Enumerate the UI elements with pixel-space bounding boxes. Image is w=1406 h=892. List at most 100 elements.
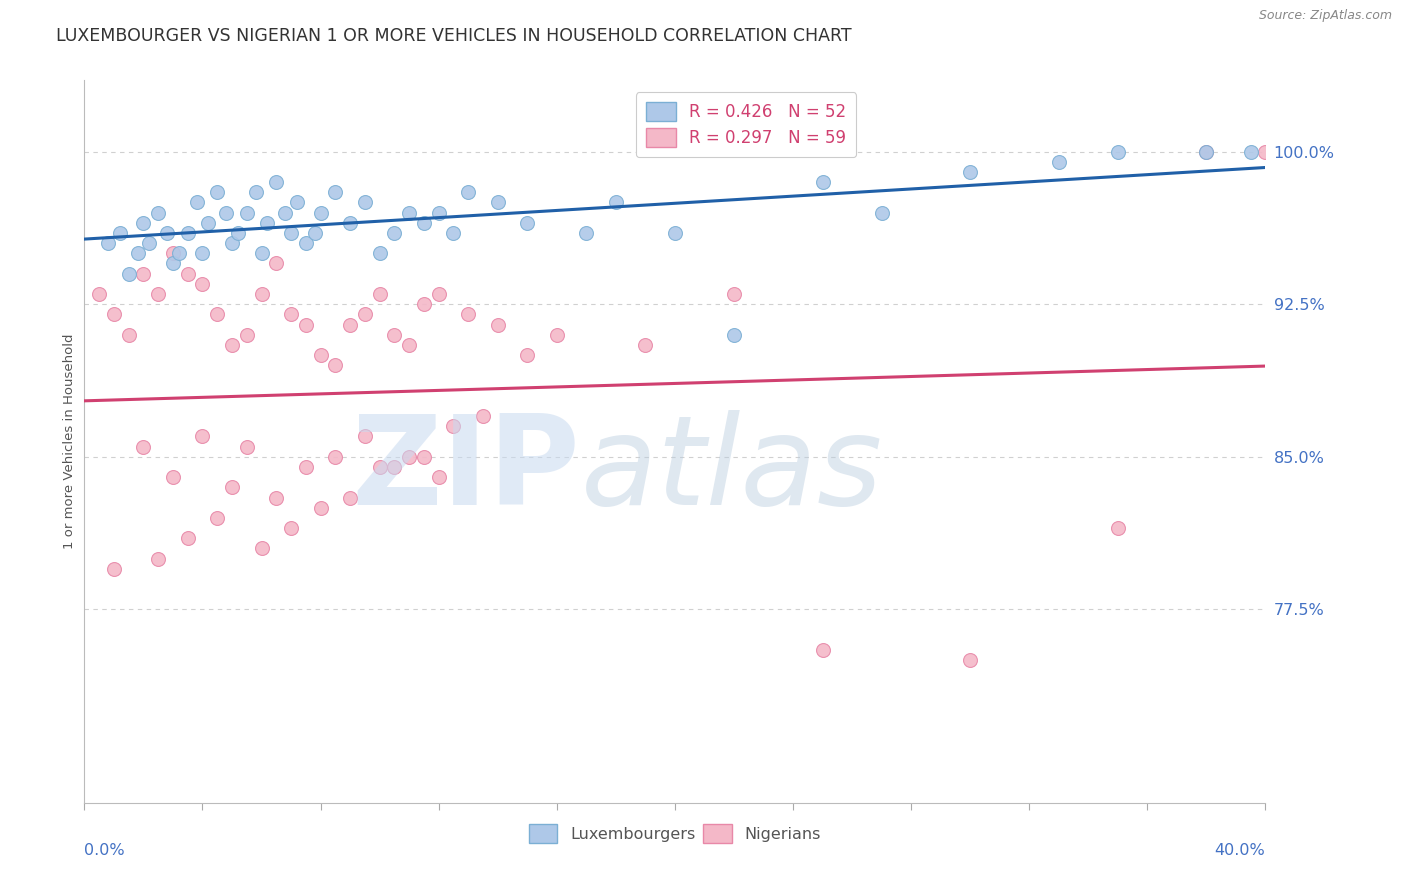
Point — [309, 205, 332, 219]
Text: LUXEMBOURGER VS NIGERIAN 1 OR MORE VEHICLES IN HOUSEHOLD CORRELATION CHART: LUXEMBOURGER VS NIGERIAN 1 OR MORE VEHIC… — [56, 27, 852, 45]
Point — [339, 318, 361, 332]
Point — [177, 267, 200, 281]
Text: atlas: atlas — [581, 410, 883, 531]
Point — [1107, 521, 1129, 535]
Point — [384, 226, 406, 240]
Point — [191, 246, 214, 260]
Point — [87, 287, 111, 301]
Point — [221, 480, 243, 494]
Point — [186, 195, 208, 210]
Point — [457, 307, 479, 321]
Point — [266, 175, 288, 189]
Point — [108, 226, 131, 240]
Point — [167, 246, 190, 260]
Point — [1107, 145, 1129, 159]
Point — [605, 195, 627, 210]
Point — [354, 429, 377, 443]
Point — [486, 318, 509, 332]
Point — [148, 287, 170, 301]
Point — [1195, 145, 1218, 159]
Point — [250, 246, 273, 260]
Point — [285, 195, 308, 210]
Point — [325, 450, 347, 464]
Point — [236, 440, 259, 454]
Point — [127, 246, 149, 260]
Point — [162, 246, 184, 260]
Point — [280, 226, 302, 240]
Point — [427, 470, 450, 484]
Point — [1195, 145, 1218, 159]
Point — [236, 327, 259, 342]
Point — [1254, 145, 1277, 159]
Point — [156, 226, 179, 240]
Point — [215, 205, 238, 219]
Point — [280, 307, 302, 321]
Point — [398, 338, 420, 352]
Point — [274, 205, 297, 219]
Point — [148, 205, 170, 219]
Point — [226, 226, 249, 240]
Text: 0.0%: 0.0% — [84, 843, 125, 857]
Point — [148, 551, 170, 566]
Point — [103, 307, 125, 321]
Point — [664, 226, 686, 240]
Point — [325, 358, 347, 372]
Point — [191, 429, 214, 443]
Point — [959, 653, 981, 667]
Point — [443, 226, 465, 240]
Point — [295, 318, 318, 332]
Point — [295, 236, 318, 251]
Point — [1047, 154, 1070, 169]
Point — [177, 226, 200, 240]
Point — [384, 460, 406, 475]
Point — [354, 307, 377, 321]
Point — [486, 195, 509, 210]
Point — [457, 185, 479, 199]
Point — [309, 500, 332, 515]
Point — [811, 175, 834, 189]
Point — [132, 440, 155, 454]
Point — [191, 277, 214, 291]
Point — [266, 256, 288, 270]
Point — [368, 287, 391, 301]
Point — [339, 491, 361, 505]
Point — [413, 216, 436, 230]
Point — [266, 491, 288, 505]
Point — [97, 236, 120, 251]
Point — [162, 256, 184, 270]
Point — [413, 450, 436, 464]
Point — [723, 327, 745, 342]
Point — [132, 216, 155, 230]
Point — [132, 267, 155, 281]
Point — [384, 327, 406, 342]
Point — [368, 460, 391, 475]
Point — [118, 327, 141, 342]
Text: ZIP: ZIP — [352, 410, 581, 531]
Point — [339, 216, 361, 230]
Point — [250, 541, 273, 556]
Point — [427, 287, 450, 301]
Point — [1240, 145, 1263, 159]
Point — [516, 348, 538, 362]
Point — [138, 236, 160, 251]
Point — [245, 185, 267, 199]
Point — [723, 287, 745, 301]
Text: 40.0%: 40.0% — [1215, 843, 1265, 857]
Point — [546, 327, 568, 342]
Point — [221, 338, 243, 352]
Point — [443, 419, 465, 434]
Point — [354, 195, 377, 210]
Y-axis label: 1 or more Vehicles in Household: 1 or more Vehicles in Household — [63, 334, 76, 549]
Point — [221, 236, 243, 251]
Point — [398, 450, 420, 464]
Point — [256, 216, 278, 230]
Point — [309, 348, 332, 362]
Point — [870, 205, 893, 219]
Point — [280, 521, 302, 535]
Point — [295, 460, 318, 475]
Point — [413, 297, 436, 311]
Legend: Luxembourgers, Nigerians: Luxembourgers, Nigerians — [522, 818, 828, 849]
Point — [207, 185, 229, 199]
Point — [177, 531, 200, 545]
Point — [516, 216, 538, 230]
